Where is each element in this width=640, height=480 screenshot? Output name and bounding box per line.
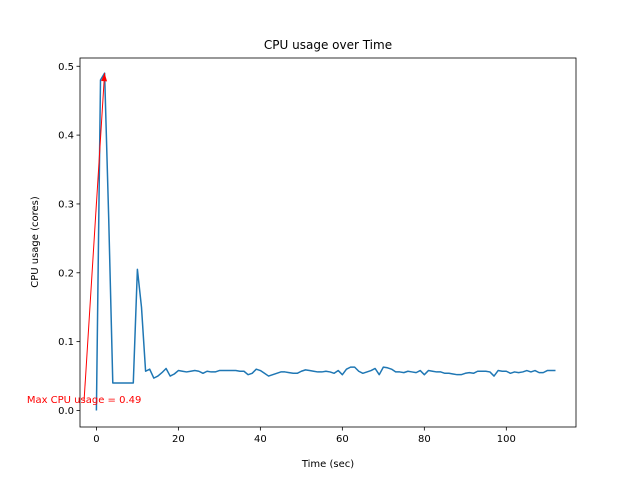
max-annotation: Max CPU usage = 0.49 xyxy=(27,73,142,406)
plot-frame xyxy=(79,57,577,428)
x-tick-label: 40 xyxy=(254,434,267,445)
annotation-text: Max CPU usage = 0.49 xyxy=(27,395,142,406)
y-tick-label: 0.3 xyxy=(58,199,74,210)
y-tick-label: 0.5 xyxy=(58,62,74,73)
y-axis-ticks: 0.0 0.1 0.2 0.3 0.4 0.5 xyxy=(58,62,80,417)
annotation-arrow-line xyxy=(83,73,106,401)
x-tick-label: 20 xyxy=(172,434,185,445)
series-line-0 xyxy=(95,72,556,411)
x-tick-label: 60 xyxy=(336,434,349,445)
x-axis-ticks: 0 20 40 60 80 100 xyxy=(93,427,516,445)
x-tick-label: 100 xyxy=(497,434,516,445)
x-axis-label: Time (sec) xyxy=(301,459,354,470)
annotation-arrow-head xyxy=(101,73,108,82)
y-tick-label: 0.4 xyxy=(58,131,74,142)
y-tick-label: 0.2 xyxy=(58,268,74,279)
x-tick-label: 80 xyxy=(418,434,431,445)
y-axis-label: CPU usage (cores) xyxy=(30,196,41,288)
y-tick-label: 0.0 xyxy=(58,406,74,417)
chart-title: CPU usage over Time xyxy=(264,38,392,52)
plot-area xyxy=(95,72,556,411)
x-tick-label: 0 xyxy=(93,434,99,445)
y-tick-label: 0.1 xyxy=(58,337,74,348)
